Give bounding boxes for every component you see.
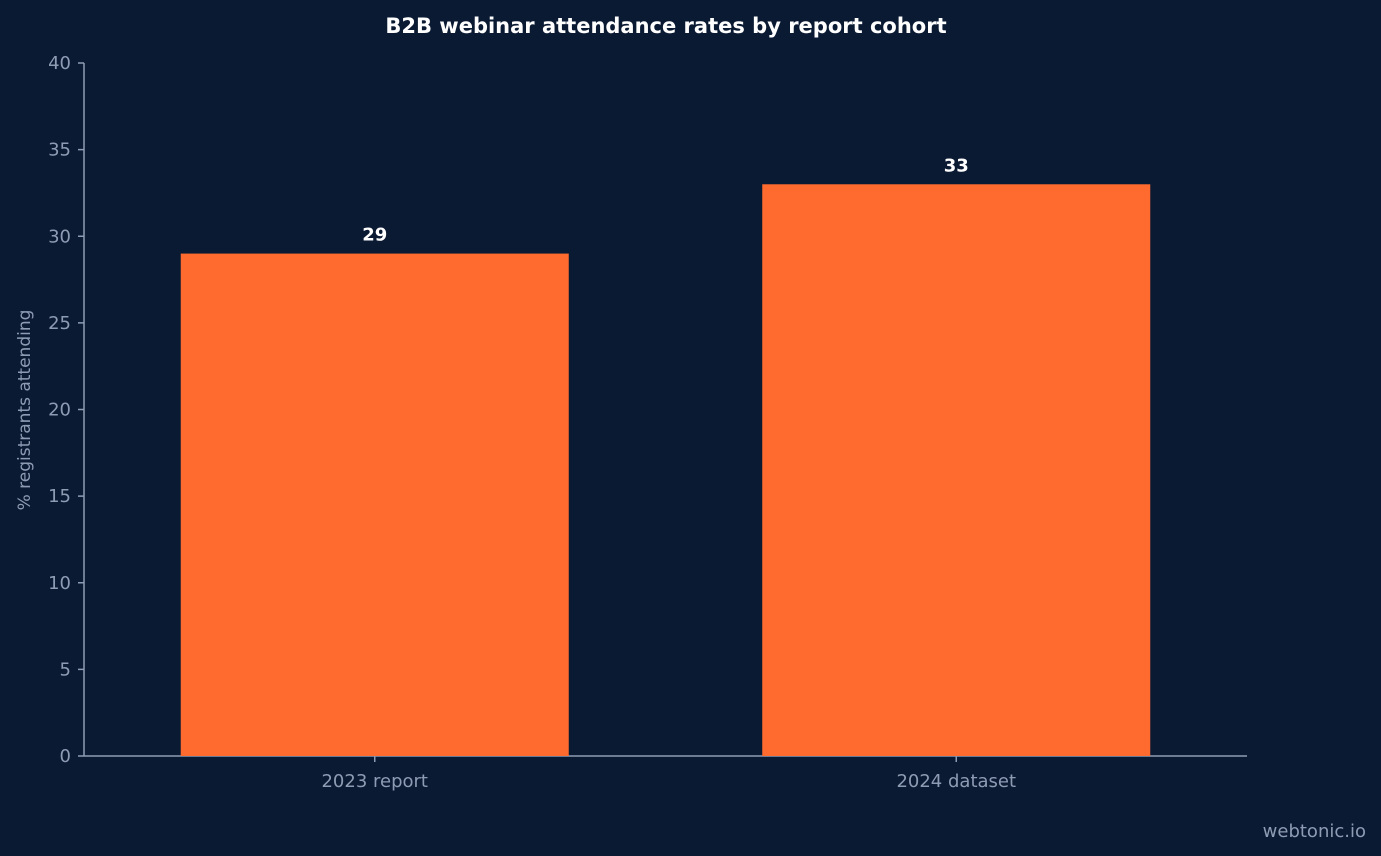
- y-tick-label: 35: [48, 140, 71, 161]
- y-tick-label: 40: [48, 53, 71, 74]
- chart-title: B2B webinar attendance rates by report c…: [385, 14, 946, 38]
- bars: 29 33: [180, 155, 1151, 756]
- y-axis: 0 5 10 15 20 25 30 35 40: [48, 53, 85, 767]
- y-tick-label: 20: [48, 400, 71, 421]
- y-tick-label: 0: [60, 746, 71, 767]
- x-tick-label: 2023 report: [321, 771, 428, 792]
- data-label: 29: [362, 225, 387, 246]
- y-tick-label: 25: [48, 313, 71, 334]
- x-tick-label: 2024 dataset: [896, 771, 1016, 792]
- bar: [762, 184, 1151, 756]
- bar: [180, 253, 569, 756]
- y-axis-title: % registrants attending: [15, 310, 35, 511]
- data-label: 33: [944, 155, 969, 176]
- y-tick-label: 5: [60, 659, 71, 680]
- y-tick-label: 30: [48, 226, 71, 247]
- y-tick-label: 10: [48, 573, 71, 594]
- watermark: webtonic.io: [1263, 821, 1366, 842]
- y-tick-label: 15: [48, 486, 71, 507]
